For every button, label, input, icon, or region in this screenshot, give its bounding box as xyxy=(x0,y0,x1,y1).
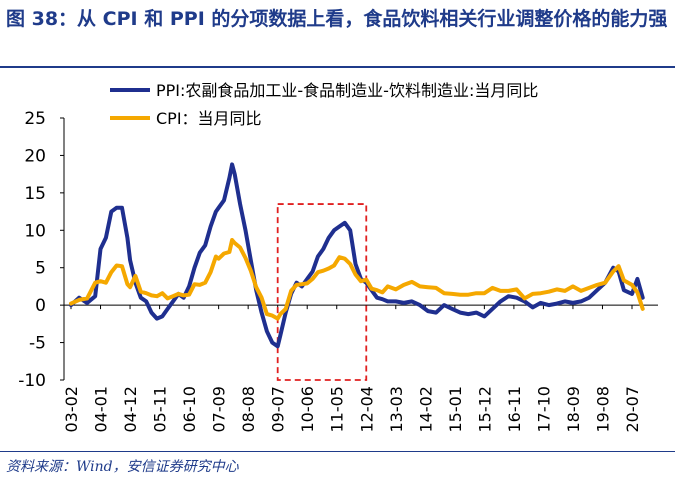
x-tick-label: 07-09 xyxy=(210,386,229,433)
x-tick-label: 20-07 xyxy=(623,386,642,433)
ppi-series-line xyxy=(69,162,645,349)
x-tick-label: 03-02 xyxy=(62,386,81,433)
x-tick-label: 16-11 xyxy=(505,386,524,433)
x-tick-label: 18-09 xyxy=(564,386,583,433)
y-tick-label: 15 xyxy=(24,184,46,204)
x-tick-label: 06-10 xyxy=(180,386,199,433)
y-tick-label: 20 xyxy=(24,146,46,166)
y-tick-label: 10 xyxy=(24,221,46,241)
x-tick-label: 04-01 xyxy=(92,386,111,433)
figure-title: 图 38：从 CPI 和 PPI 的分项数据上看，食品饮料相关行业调整价格的能力… xyxy=(6,8,668,30)
legend-cpi-label: CPI：当月同比 xyxy=(156,109,262,128)
line-chart: -10 -5 0 5 10 15 20 25 03-02 04-01 04-12 05-11 06-10… xyxy=(18,81,658,433)
y-tick-label: -5 xyxy=(29,334,46,354)
x-tick-label: 05-11 xyxy=(151,386,170,433)
x-tick-label: 13-03 xyxy=(387,386,406,433)
source-divider xyxy=(0,451,675,452)
y-tick-label: 5 xyxy=(35,259,46,279)
x-tick-label: 08-08 xyxy=(239,386,258,433)
x-tick-label: 15-01 xyxy=(446,386,465,433)
x-tick-label: 14-02 xyxy=(416,386,435,433)
x-tick-label: 19-08 xyxy=(593,386,612,433)
title-divider xyxy=(0,66,675,68)
x-tick-label: 15-12 xyxy=(475,386,494,433)
y-tick-label: 25 xyxy=(24,109,46,129)
x-tick-label: 04-12 xyxy=(121,386,140,433)
source-note: 资料来源：Wind，安信证券研究中心 xyxy=(6,459,239,475)
legend-ppi-label: PPI:农副食品加工业-食品制造业-饮料制造业:当月同比 xyxy=(156,81,538,100)
x-tick-label: 11-05 xyxy=(328,386,347,433)
highlight-box xyxy=(276,203,368,381)
x-tick-label: 09-07 xyxy=(269,386,288,433)
y-tick-label: 0 xyxy=(35,296,46,316)
y-tick-label: -10 xyxy=(18,371,46,391)
x-tick-label: 10-06 xyxy=(298,386,317,433)
x-tick-label: 17-10 xyxy=(534,386,553,433)
cpi-series-line xyxy=(69,238,645,321)
x-tick-label: 12-04 xyxy=(357,386,376,433)
